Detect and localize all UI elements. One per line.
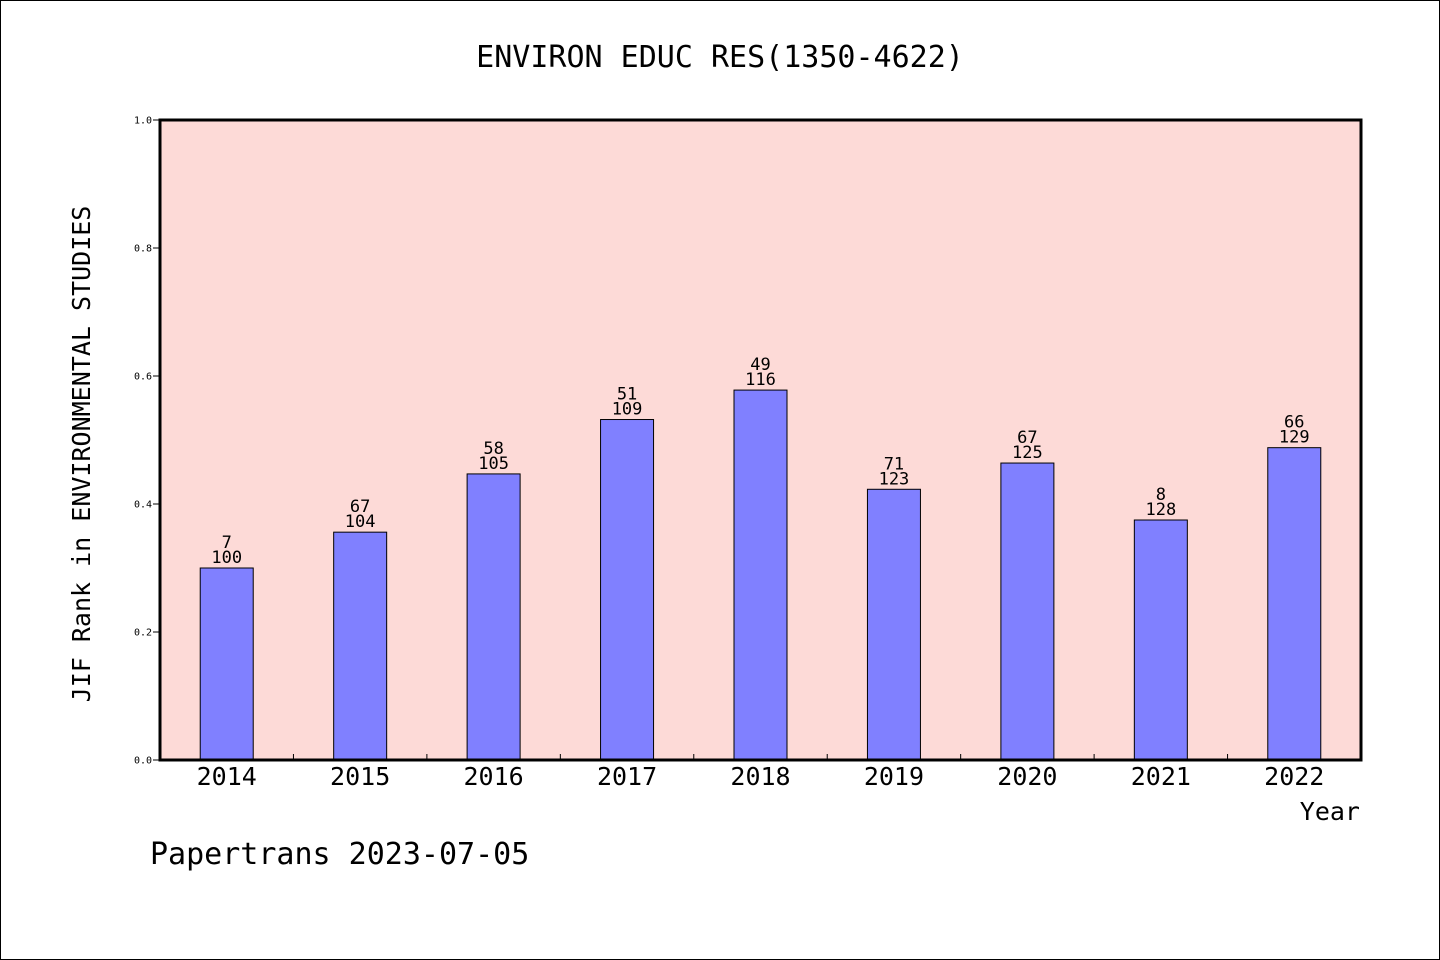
- bar-2019: [866, 488, 921, 761]
- bar-label-top: 67: [1017, 428, 1037, 448]
- bar-label-bottom: 128: [1145, 500, 1176, 520]
- x-tick-label: 2018: [730, 762, 790, 791]
- x-tick-label: 2017: [597, 762, 657, 791]
- bar-label-top: 8: [1156, 485, 1166, 505]
- y-tick-label: 0.2: [134, 628, 152, 639]
- x-tick-label: 2020: [997, 762, 1057, 791]
- bar-2020: [1000, 462, 1055, 761]
- bar-label-bottom: 116: [745, 370, 776, 390]
- y-tick-label: 0.6: [134, 372, 152, 383]
- bar-2014: [199, 567, 254, 761]
- bar-label-top: 7: [222, 533, 232, 553]
- x-tick-label: 2016: [464, 762, 524, 791]
- bar-2017: [600, 419, 655, 761]
- bar-2021: [1133, 519, 1188, 761]
- bar-label-bottom: 123: [879, 469, 910, 489]
- bar-label-top: 58: [483, 439, 503, 459]
- footer-source-date: Papertrans 2023-07-05: [150, 837, 529, 872]
- x-tick-label: 2022: [1264, 762, 1324, 791]
- plot-area: 0.00.20.40.60.81.07100201467104201558105…: [134, 116, 1363, 791]
- bar-label-bottom: 129: [1279, 428, 1310, 448]
- plot-border: [158, 118, 1363, 762]
- bar-label-top: 67: [350, 497, 370, 517]
- x-axis-label: Year: [1300, 797, 1360, 826]
- y-tick-label: 1.0: [134, 116, 152, 127]
- x-tick-label: 2015: [330, 762, 390, 791]
- bar-label-bottom: 104: [345, 512, 376, 532]
- y-tick-label: 0.8: [134, 244, 152, 255]
- bar-2018: [733, 389, 788, 761]
- x-tick-label: 2014: [197, 762, 257, 791]
- bar-label-top: 49: [750, 355, 770, 375]
- bar-label-bottom: 109: [612, 400, 643, 420]
- y-axis-label: JIF Rank in ENVIRONMENTAL STUDIES: [67, 206, 96, 703]
- bar-label-bottom: 125: [1012, 443, 1043, 463]
- x-tick-label: 2021: [1131, 762, 1191, 791]
- chart-title: ENVIRON EDUC RES(1350-4622): [476, 40, 964, 75]
- y-tick-label: 0.4: [134, 500, 152, 511]
- bar-label-bottom: 100: [211, 548, 242, 568]
- bar-2022: [1267, 447, 1322, 761]
- y-tick-label: 0.0: [134, 756, 152, 767]
- bar-label-bottom: 105: [478, 454, 509, 474]
- x-tick-label: 2019: [864, 762, 924, 791]
- bar-label-top: 51: [617, 385, 637, 405]
- bar-label-top: 71: [884, 454, 904, 474]
- bar-2016: [466, 473, 521, 761]
- bar-label-top: 66: [1284, 413, 1304, 433]
- bar-2015: [333, 531, 388, 761]
